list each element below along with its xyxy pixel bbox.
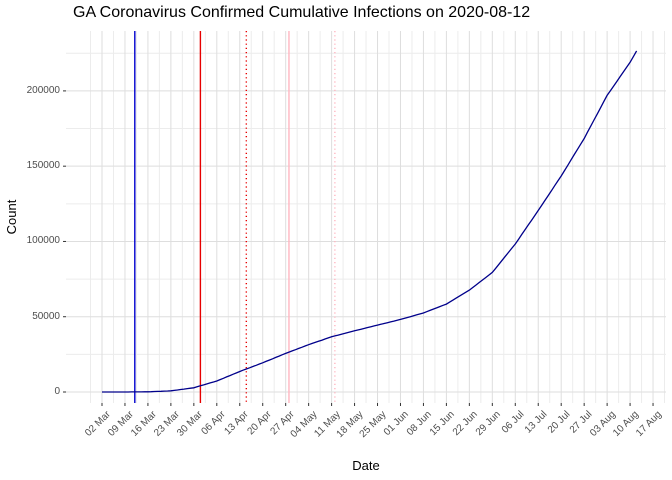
- y-tick-label: 200000: [26, 84, 60, 96]
- chart-title: GA Coronavirus Confirmed Cumulative Infe…: [73, 4, 531, 21]
- y-tick-label: 0: [54, 386, 60, 397]
- x-axis-title: Date: [352, 458, 380, 473]
- data-line: [102, 50, 638, 393]
- y-tick-label: 150000: [26, 160, 60, 172]
- y-tick-label: 50000: [32, 310, 60, 322]
- y-tick-label: 100000: [26, 235, 60, 247]
